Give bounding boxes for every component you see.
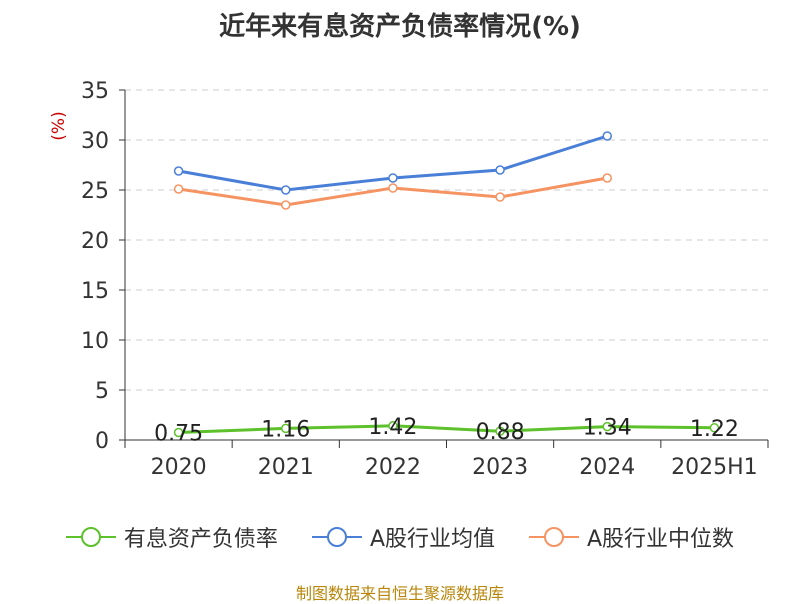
legend: 有息资产负债率 A股行业均值 A股行业中位数 bbox=[0, 520, 800, 554]
data-point bbox=[173, 166, 184, 176]
legend-item[interactable]: A股行业均值 bbox=[311, 521, 495, 553]
data-label: 0.88 bbox=[476, 420, 525, 445]
y-tick-label: 35 bbox=[81, 79, 109, 104]
data-point bbox=[173, 427, 184, 438]
x-tick-label: 2023 bbox=[472, 455, 528, 480]
data-label: 1.16 bbox=[261, 417, 310, 442]
legend-marker bbox=[80, 527, 101, 547]
data-point bbox=[495, 165, 505, 175]
data-label: 1.22 bbox=[690, 417, 739, 442]
y-axis-label: (%) bbox=[49, 111, 69, 140]
x-tick-label: 2022 bbox=[365, 455, 421, 480]
data-point bbox=[388, 421, 398, 431]
chart-title: 近年来有息资产负债率情况(%) bbox=[219, 12, 581, 42]
data-point bbox=[602, 173, 612, 183]
y-tick-label: 5 bbox=[95, 379, 109, 404]
y-tick-label: 10 bbox=[81, 329, 109, 354]
data-label: 1.34 bbox=[583, 416, 632, 441]
legend-marker bbox=[544, 527, 564, 547]
data-point bbox=[709, 423, 720, 433]
data-point bbox=[281, 200, 291, 210]
data-point bbox=[602, 421, 612, 432]
source-note: 制图数据来自恒生聚源数据库 bbox=[295, 584, 504, 603]
data-label: 1.42 bbox=[368, 415, 417, 440]
data-point bbox=[602, 131, 612, 141]
y-tick-label: 30 bbox=[81, 129, 109, 154]
data-point bbox=[173, 184, 184, 194]
legend-item[interactable]: 有息资产负债率 bbox=[65, 521, 278, 553]
axes: 0 5 10 15 20 25 30 35 2020 2021 2022 2023 2024 2025H1 bbox=[81, 79, 769, 480]
grid-lines bbox=[125, 89, 768, 391]
x-tick-label: 2024 bbox=[579, 455, 635, 480]
legend-marker bbox=[326, 527, 347, 547]
series-line bbox=[178, 424, 715, 434]
data-point bbox=[495, 426, 505, 436]
data-point bbox=[281, 185, 291, 195]
legend-swatch bbox=[311, 527, 362, 547]
y-tick-label: 0 bbox=[95, 429, 109, 454]
y-tick-label: 25 bbox=[81, 179, 109, 204]
legend-item[interactable]: A股行业中位数 bbox=[529, 521, 734, 553]
line-chart: 0 5 10 15 20 25 30 35 2020 2021 2022 2023 2024 2025H1… bbox=[49, 79, 769, 480]
x-tick-label: 2020 bbox=[151, 455, 207, 480]
data-labels: 0.75 1.16 1.42 0.88 1.34 1.22 bbox=[154, 415, 739, 447]
data-point bbox=[388, 183, 398, 193]
data-label: 0.75 bbox=[154, 422, 203, 447]
legend-swatch bbox=[65, 527, 116, 547]
data-point bbox=[388, 173, 398, 183]
y-tick-label: 15 bbox=[81, 279, 109, 304]
data-point bbox=[495, 192, 505, 202]
series bbox=[173, 131, 720, 438]
x-tick-label: 2021 bbox=[258, 455, 314, 480]
legend-swatch bbox=[529, 527, 579, 547]
legend-label: A股行业均值 bbox=[369, 527, 495, 552]
data-point bbox=[281, 423, 291, 434]
legend-label: 有息资产负债率 bbox=[123, 527, 278, 552]
x-tick-label: 2025H1 bbox=[671, 455, 758, 480]
y-tick-label: 20 bbox=[81, 229, 109, 254]
legend-label: A股行业中位数 bbox=[587, 527, 735, 552]
